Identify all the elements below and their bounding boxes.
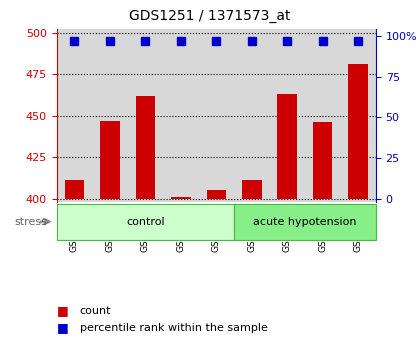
Bar xyxy=(128,29,163,202)
Text: GDS1251 / 1371573_at: GDS1251 / 1371573_at xyxy=(129,9,291,23)
Bar xyxy=(136,96,155,198)
Bar xyxy=(305,29,341,202)
Bar xyxy=(313,122,333,198)
Bar xyxy=(171,197,191,198)
Text: control: control xyxy=(126,217,165,227)
Bar xyxy=(278,94,297,198)
Bar xyxy=(341,29,376,202)
Bar xyxy=(57,29,92,202)
Text: count: count xyxy=(80,306,111,315)
Bar xyxy=(100,120,120,198)
Text: percentile rank within the sample: percentile rank within the sample xyxy=(80,323,268,333)
Bar xyxy=(242,180,262,198)
Bar xyxy=(234,29,270,202)
Text: acute hypotension: acute hypotension xyxy=(253,217,357,227)
Text: ■: ■ xyxy=(57,321,68,334)
Bar xyxy=(199,29,234,202)
Bar xyxy=(349,64,368,198)
Bar xyxy=(207,190,226,198)
Bar xyxy=(92,29,128,202)
Bar xyxy=(57,204,234,240)
Text: stress: stress xyxy=(15,217,47,227)
Text: ■: ■ xyxy=(57,304,68,317)
Bar xyxy=(234,204,376,240)
Bar xyxy=(270,29,305,202)
Bar xyxy=(163,29,199,202)
Bar xyxy=(65,180,84,198)
